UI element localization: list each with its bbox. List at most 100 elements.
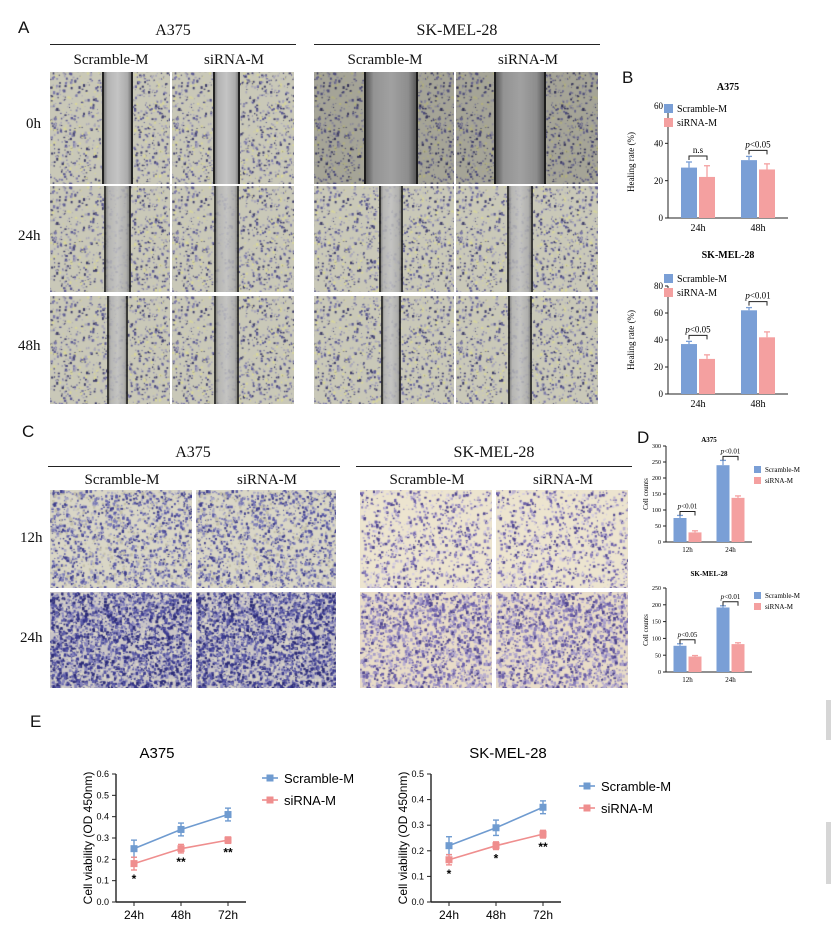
x-tick-label: 72h — [218, 908, 238, 922]
y-tick-label: 0.1 — [96, 876, 109, 886]
point-scramble — [130, 845, 138, 853]
y-tick-label: 0.6 — [96, 769, 109, 779]
bar-sirna — [699, 358, 715, 394]
y-tick-label: 0.4 — [411, 795, 424, 805]
scratch-assay-image — [456, 296, 598, 404]
scratch-assay-image — [172, 186, 294, 292]
significance-label: p<0.05 — [684, 324, 711, 334]
panel-c-cellline-a375: A375 — [175, 444, 211, 461]
y-tick-label: 0.3 — [411, 820, 424, 830]
x-tick-label: 24h — [439, 908, 459, 922]
significance-label: n.s — [693, 145, 704, 155]
y-axis-label: Cell viability (OD 450nm) — [81, 772, 95, 905]
scratch-assay-image — [50, 186, 170, 292]
transwell-image — [360, 490, 492, 588]
bar-scramble — [741, 160, 757, 218]
wound-gap — [214, 186, 239, 292]
legend-label: Scramble-M — [677, 104, 727, 115]
panel-a-cellline-skmel28: SK-MEL-28 — [416, 22, 498, 39]
scratch-assay-image — [314, 186, 454, 292]
scratch-assay-image — [50, 72, 170, 184]
y-tick-label: 0.3 — [96, 833, 109, 843]
bar-sirna — [699, 176, 715, 218]
y-tick-label: 0 — [658, 540, 661, 546]
legend-label: siRNA-M — [677, 288, 717, 299]
bar-sirna — [759, 169, 775, 218]
panel-c-row-label: 12h — [20, 530, 43, 546]
scratch-assay-image — [172, 296, 294, 404]
x-tick-label: 24h — [124, 908, 144, 922]
edge-mark — [826, 700, 831, 740]
y-tick-label: 0 — [659, 389, 664, 399]
transwell-image — [496, 490, 628, 588]
x-tick-label: 72h — [533, 908, 553, 922]
scratch-assay-image — [314, 72, 454, 184]
x-tick-label: 12h — [682, 546, 693, 554]
wound-gap — [107, 296, 128, 404]
y-axis-label: Cell viability (OD 450nm) — [396, 772, 410, 905]
scratch-assay-image — [50, 296, 170, 404]
bar-scramble — [681, 344, 697, 394]
legend-label: Scramble-M — [765, 466, 801, 474]
y-tick-label: 0 — [659, 213, 664, 223]
chart-e-left: A375 0.0 0.1 0.2 0.3 0.4 0.5 0.6 24h 48h 72h Cell v… — [81, 745, 354, 922]
chart-title: A375 — [717, 82, 739, 93]
y-axis-label: Healing rate (%) — [626, 310, 636, 370]
y-tick-label: 0.2 — [96, 854, 109, 864]
panel-c-row-label: 24h — [20, 630, 43, 646]
legend-label: siRNA-M — [284, 793, 336, 808]
bar-scramble — [716, 465, 730, 542]
x-tick-label: 48h — [751, 223, 766, 234]
panel-a-group-header: siRNA-M — [203, 52, 264, 68]
legend-swatch-sirna — [664, 288, 673, 297]
y-tick-label: 250 — [652, 460, 661, 466]
panel-a-row-label: 0h — [26, 116, 41, 132]
panel-c-rule-right — [356, 466, 632, 467]
legend-label: Scramble-M — [601, 779, 671, 794]
bar-sirna — [731, 644, 745, 672]
y-tick-label: 100 — [652, 637, 661, 643]
y-tick-label: 60 — [654, 101, 664, 111]
point-scramble — [492, 824, 500, 832]
legend-swatch-scramble — [754, 592, 761, 599]
bar-sirna — [688, 656, 702, 672]
chart-title: SK-MEL-28 — [691, 570, 728, 578]
wound-gap — [379, 186, 403, 292]
y-tick-label: 0.5 — [96, 790, 109, 800]
significance-marker: * — [494, 852, 499, 866]
legend-label: siRNA-M — [601, 801, 653, 816]
point-sirna — [130, 860, 138, 868]
y-axis-label: Cell counts — [642, 478, 650, 510]
legend-swatch-sirna — [664, 118, 673, 127]
panel-label-c: C — [22, 422, 35, 441]
wound-gap — [381, 296, 401, 404]
point-scramble — [539, 803, 547, 811]
panel-label-d: D — [637, 428, 650, 447]
chart-title: A375 — [139, 745, 174, 762]
panel-c-group-header: Scramble-M — [389, 472, 465, 488]
y-tick-label: 0.5 — [411, 769, 424, 779]
y-tick-label: 0 — [658, 670, 661, 676]
panel-a-group-header: siRNA-M — [497, 52, 558, 68]
significance-marker: ** — [538, 840, 548, 854]
panel-label-a: A — [18, 18, 30, 37]
chart-b-top: A375 0 20 40 60 Healing rate (%) 24h n.s 48h p<0.… — [626, 82, 788, 234]
x-tick-label: 12h — [682, 676, 693, 684]
panel-a-group-header: Scramble-M — [73, 52, 149, 68]
wound-gap — [214, 296, 239, 404]
y-tick-label: 80 — [654, 281, 664, 291]
y-tick-label: 150 — [652, 620, 661, 626]
y-tick-label: 150 — [652, 492, 661, 498]
x-tick-label: 24h — [691, 223, 706, 234]
y-tick-label: 20 — [654, 362, 664, 372]
wound-gap — [104, 186, 131, 292]
y-tick-label: 60 — [654, 308, 664, 318]
legend-marker-scramble — [266, 774, 274, 782]
significance-label: p<0.05 — [744, 139, 771, 149]
chart-title: SK-MEL-28 — [469, 745, 547, 762]
y-axis-label: Healing rate (%) — [626, 132, 636, 192]
y-tick-label: 100 — [652, 508, 661, 514]
chart-e-right: SK-MEL-28 0.0 0.1 0.2 0.3 0.4 0.5 24h 48h 72h Cell… — [396, 745, 671, 922]
wound-gap — [102, 72, 133, 184]
x-tick-label: 48h — [486, 908, 506, 922]
